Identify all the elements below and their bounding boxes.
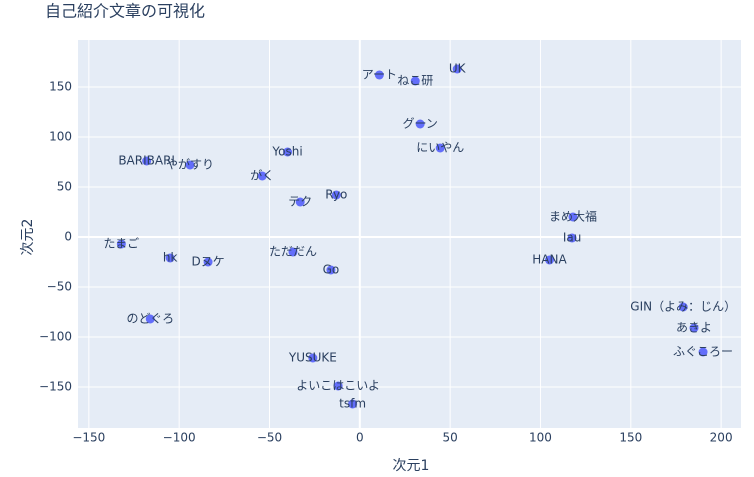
point-label: グーン xyxy=(402,117,437,131)
x-tick-label: 200 xyxy=(710,431,733,445)
point xyxy=(410,76,420,86)
point-label: Iau xyxy=(563,231,582,245)
point-label: GIN（よみ：じん） xyxy=(630,300,736,314)
point xyxy=(568,212,578,222)
x-tick-label: −150 xyxy=(72,431,105,445)
point-label: よいこはこいよ xyxy=(296,379,380,393)
point-label: ふぐころー xyxy=(673,345,733,359)
point-label: にいやん xyxy=(416,141,464,155)
point xyxy=(116,239,126,249)
point xyxy=(348,399,358,409)
point-label: Yoshi xyxy=(271,145,302,159)
point-label: HANA xyxy=(532,253,567,267)
point xyxy=(331,190,341,200)
point xyxy=(283,147,293,157)
y-tick-label: 50 xyxy=(57,180,72,194)
y-axis-title: 次元2 xyxy=(20,219,36,256)
y-tick-label: 100 xyxy=(49,130,72,144)
point xyxy=(415,119,425,129)
point-label: たまご xyxy=(104,236,140,251)
point-label: がく xyxy=(250,168,274,183)
point-label: のどぐろ xyxy=(126,312,174,326)
point-label: テク xyxy=(288,195,312,209)
point-label: まめ大福 xyxy=(549,209,597,224)
point-label: BARIBARI xyxy=(118,154,175,168)
point-label: Dヌケ xyxy=(191,255,224,269)
x-tick-label: 150 xyxy=(619,431,642,445)
point xyxy=(333,381,343,391)
point xyxy=(185,160,195,170)
point xyxy=(435,143,445,153)
point xyxy=(452,64,462,74)
point-label: Go xyxy=(323,263,340,277)
x-tick-label: −100 xyxy=(163,431,196,445)
y-tick-label: 150 xyxy=(49,80,72,94)
point-label: やがすり xyxy=(166,157,214,172)
point xyxy=(203,257,213,267)
point-label: ただだん xyxy=(269,245,317,259)
point xyxy=(165,253,175,263)
x-tick-label: 100 xyxy=(529,431,552,445)
point-label: ねこ研 xyxy=(397,74,433,88)
x-tick-label: −50 xyxy=(257,431,282,445)
chart-title: 自己紹介文章の可視化 xyxy=(45,2,205,21)
point xyxy=(308,353,318,363)
y-tick-label: −100 xyxy=(39,330,72,344)
y-tick-label: −150 xyxy=(39,380,72,394)
point xyxy=(567,233,577,243)
point xyxy=(288,247,298,257)
plot-area xyxy=(78,40,741,428)
point-label: hk xyxy=(163,251,178,265)
point-label: アート xyxy=(362,68,397,82)
point xyxy=(374,70,384,80)
point xyxy=(295,197,305,207)
point xyxy=(678,302,688,312)
point xyxy=(142,156,152,166)
point-label: UK xyxy=(449,62,467,76)
point xyxy=(545,255,555,265)
point-label: tsfm xyxy=(339,397,366,411)
point xyxy=(257,171,267,181)
x-tick-label: 0 xyxy=(356,431,364,445)
point-label: あきよ xyxy=(676,321,712,335)
point xyxy=(145,314,155,324)
y-tick-label: −50 xyxy=(47,280,72,294)
point xyxy=(326,265,336,275)
point xyxy=(698,347,708,357)
x-axis-title: 次元1 xyxy=(393,458,430,474)
y-tick-label: 0 xyxy=(64,230,72,244)
point xyxy=(689,323,699,333)
x-tick-label: 50 xyxy=(443,431,458,445)
point-label: Ryo xyxy=(325,188,347,202)
point-label: YUSUKE xyxy=(288,351,337,365)
